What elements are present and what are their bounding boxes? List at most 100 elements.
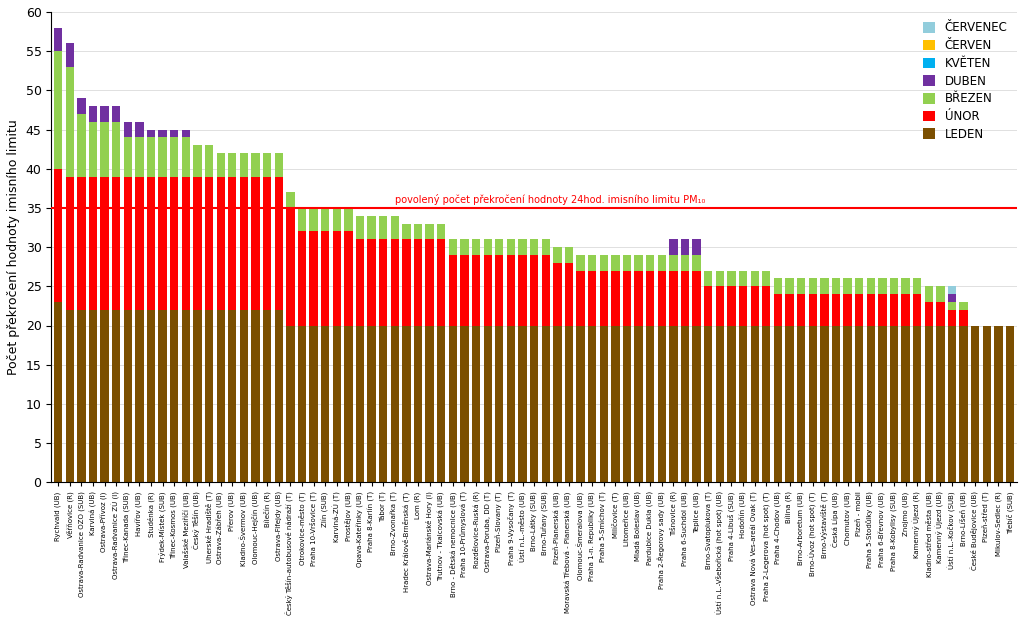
Bar: [530, 239, 539, 255]
Bar: [507, 325, 515, 482]
Bar: [333, 231, 341, 325]
Bar: [727, 286, 735, 325]
Bar: [461, 239, 469, 255]
Bar: [797, 294, 805, 325]
Bar: [496, 239, 504, 255]
Bar: [657, 325, 666, 482]
Bar: [240, 153, 248, 177]
Bar: [112, 177, 121, 310]
Bar: [135, 310, 143, 482]
Bar: [646, 325, 654, 482]
Bar: [251, 177, 260, 310]
Bar: [146, 129, 156, 137]
Bar: [100, 122, 109, 177]
Bar: [705, 271, 713, 286]
Bar: [124, 137, 132, 177]
Bar: [948, 294, 956, 302]
Bar: [681, 239, 689, 255]
Bar: [530, 255, 539, 325]
Y-axis label: Počet překročení hodnoty imisního limitu: Počet překročení hodnoty imisního limitu: [7, 119, 19, 375]
Bar: [681, 325, 689, 482]
Bar: [518, 255, 526, 325]
Bar: [228, 153, 237, 177]
Bar: [449, 325, 457, 482]
Bar: [309, 325, 317, 482]
Bar: [716, 286, 724, 325]
Bar: [368, 325, 376, 482]
Bar: [507, 239, 515, 255]
Bar: [844, 279, 852, 294]
Bar: [681, 255, 689, 271]
Bar: [762, 286, 770, 325]
Bar: [657, 271, 666, 325]
Bar: [181, 177, 190, 310]
Bar: [751, 271, 759, 286]
Bar: [251, 153, 260, 177]
Bar: [751, 325, 759, 482]
Bar: [844, 325, 852, 482]
Bar: [739, 325, 748, 482]
Bar: [240, 177, 248, 310]
Bar: [124, 310, 132, 482]
Bar: [635, 271, 643, 325]
Bar: [379, 239, 387, 325]
Bar: [948, 325, 956, 482]
Bar: [565, 325, 573, 482]
Bar: [66, 177, 74, 310]
Bar: [727, 325, 735, 482]
Bar: [751, 286, 759, 325]
Bar: [623, 271, 631, 325]
Bar: [181, 129, 190, 137]
Bar: [228, 177, 237, 310]
Bar: [948, 286, 956, 294]
Bar: [890, 325, 898, 482]
Bar: [879, 325, 887, 482]
Bar: [333, 325, 341, 482]
Bar: [368, 216, 376, 239]
Bar: [901, 325, 909, 482]
Bar: [344, 231, 352, 325]
Bar: [426, 223, 434, 239]
Bar: [391, 216, 399, 239]
Bar: [414, 223, 422, 239]
Bar: [333, 208, 341, 231]
Bar: [831, 279, 840, 294]
Bar: [344, 208, 352, 231]
Bar: [124, 177, 132, 310]
Bar: [785, 325, 794, 482]
Bar: [577, 271, 585, 325]
Bar: [705, 325, 713, 482]
Bar: [809, 279, 817, 294]
Bar: [809, 325, 817, 482]
Bar: [89, 106, 97, 122]
Bar: [194, 310, 202, 482]
Legend: ČERVENEC, ČERVEN, KVĚTEN, DUBEN, BŘEZEN, ÚNOR, LEDEN: ČERVENEC, ČERVEN, KVĚTEN, DUBEN, BŘEZEN,…: [920, 18, 1011, 144]
Bar: [263, 153, 271, 177]
Bar: [588, 271, 596, 325]
Bar: [646, 255, 654, 271]
Bar: [611, 325, 620, 482]
Bar: [194, 177, 202, 310]
Bar: [298, 231, 306, 325]
Bar: [565, 247, 573, 262]
Bar: [449, 255, 457, 325]
Bar: [135, 122, 143, 137]
Bar: [483, 239, 492, 255]
Bar: [240, 310, 248, 482]
Bar: [553, 325, 561, 482]
Bar: [274, 310, 283, 482]
Bar: [205, 145, 213, 177]
Bar: [692, 325, 700, 482]
Bar: [286, 208, 295, 325]
Bar: [66, 310, 74, 482]
Bar: [100, 106, 109, 122]
Bar: [414, 325, 422, 482]
Bar: [588, 325, 596, 482]
Bar: [670, 239, 678, 255]
Bar: [216, 310, 225, 482]
Bar: [402, 239, 411, 325]
Bar: [449, 239, 457, 255]
Bar: [251, 310, 260, 482]
Bar: [159, 310, 167, 482]
Bar: [54, 302, 62, 482]
